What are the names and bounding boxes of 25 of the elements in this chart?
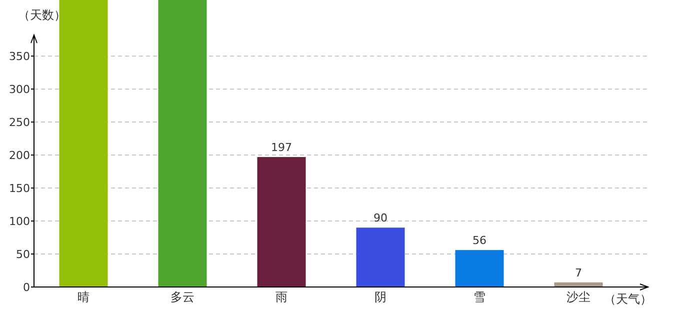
data-label: 56 (472, 234, 486, 248)
y-tick-label: 0 (23, 281, 30, 294)
data-label: 197 (271, 141, 292, 154)
bar (356, 228, 405, 287)
x-tick-label: 晴 (78, 290, 90, 304)
x-tick-label: 雪 (474, 290, 486, 304)
x-tick-label: 沙尘 (566, 290, 590, 304)
y-tick-label: 350 (9, 50, 30, 64)
y-tick-label: 100 (9, 215, 30, 228)
bar (455, 250, 504, 287)
y-tick-label: 250 (9, 116, 30, 130)
y-tick-label: 200 (9, 149, 30, 162)
bar (59, 0, 108, 287)
data-label: 7 (575, 266, 582, 280)
bar (257, 157, 306, 287)
x-tick-label: 雨 (276, 290, 288, 304)
y-tick-label: 150 (9, 182, 30, 196)
y-tick-label: 50 (16, 248, 30, 262)
bar (158, 0, 207, 287)
x-tick-label: 多云 (170, 290, 194, 304)
x-axis-title: （天气） (604, 292, 652, 306)
y-tick-label: 300 (9, 83, 30, 96)
data-label: 90 (374, 212, 388, 225)
y-axis-title: （天数） (18, 8, 66, 22)
x-tick-label: 阴 (374, 290, 386, 304)
